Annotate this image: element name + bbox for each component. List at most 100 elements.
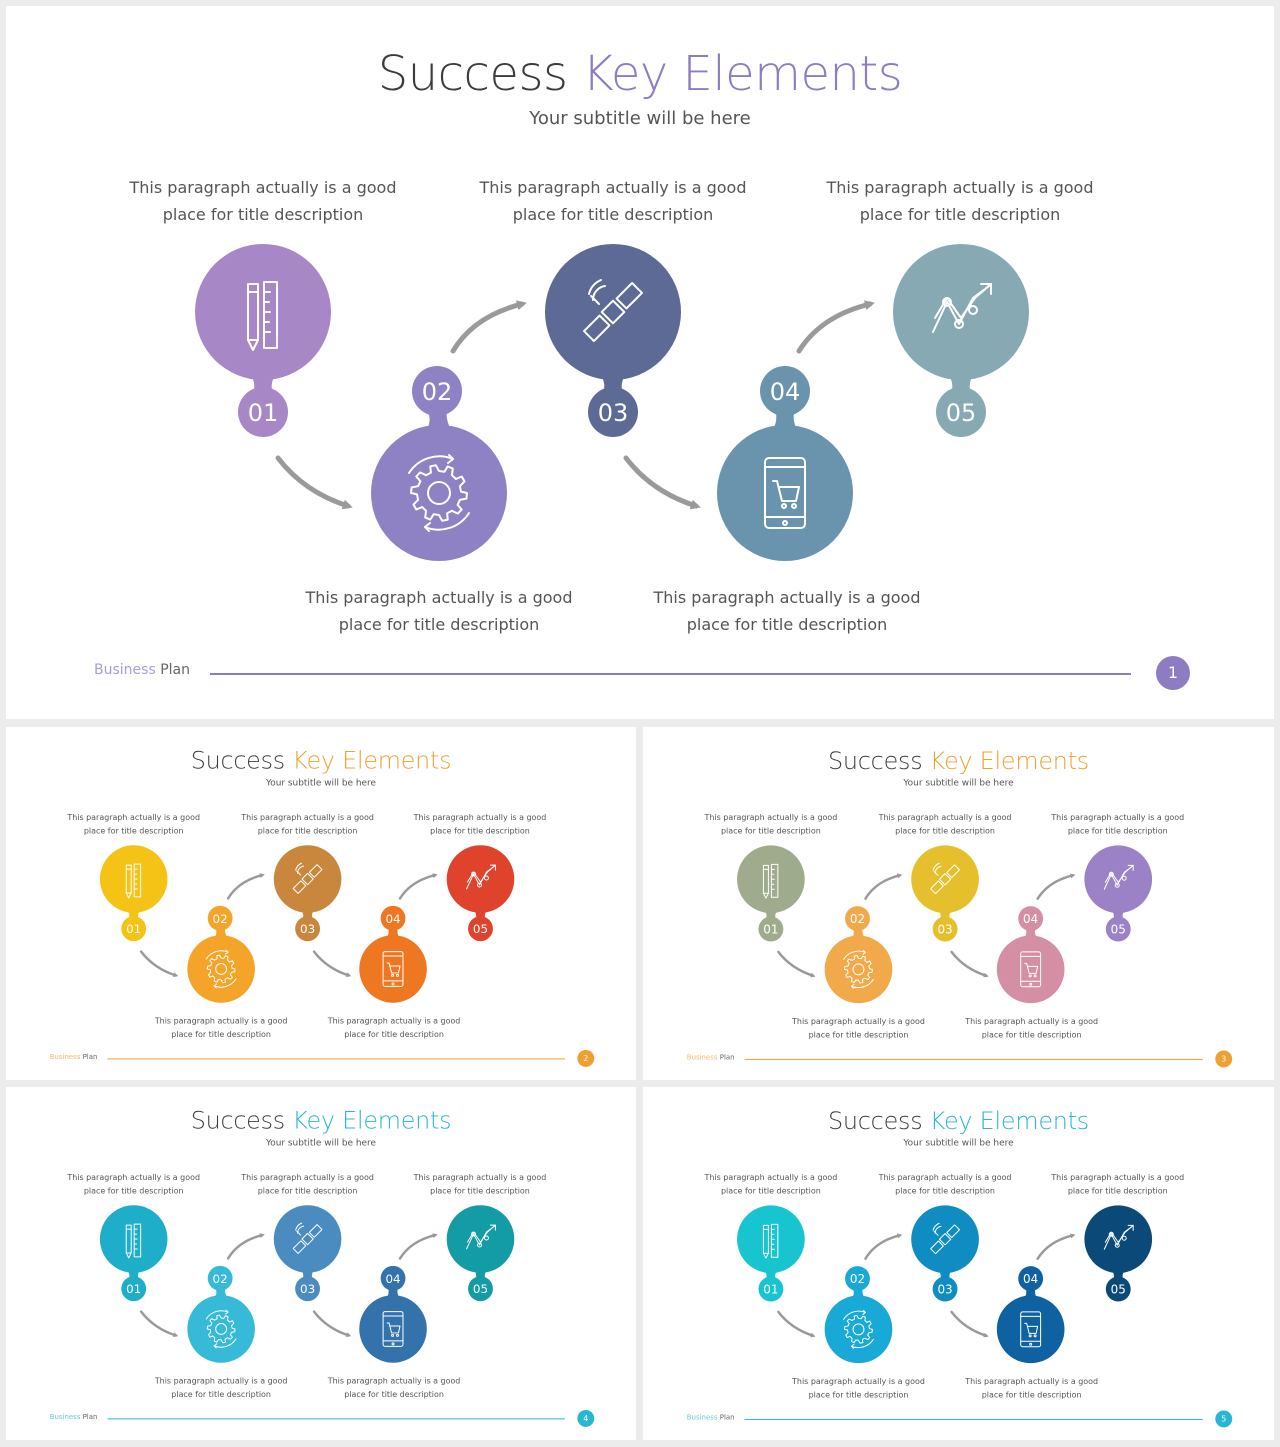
- flow-arrow-1: [777, 950, 816, 978]
- step-number-4: 04: [385, 1272, 400, 1286]
- footer-brand-business: Business: [686, 1053, 718, 1062]
- step-number-1: 01: [126, 1282, 141, 1296]
- slide-title: Success Key Elements: [6, 1107, 636, 1135]
- title-main: Success: [827, 1106, 923, 1135]
- slide-2: Success Key Elements Your subtitle will …: [6, 727, 636, 1080]
- step-circle-5: [893, 244, 1029, 380]
- slide-title: Success Key Elements: [643, 747, 1274, 775]
- title-accent: Key Elements: [582, 46, 903, 102]
- footer-divider: [210, 673, 1131, 675]
- step-circle-5: [446, 845, 515, 913]
- step-1-description: This paragraph actually is a good place f…: [129, 178, 397, 224]
- step-number-2: 02: [422, 378, 453, 406]
- step-node-4: 04: [359, 905, 427, 1003]
- step-2-description: This paragraph actually is a good place f…: [154, 1376, 288, 1400]
- title-accent: Key Elements: [929, 1106, 1090, 1135]
- flow-arrow-4: [398, 1233, 438, 1260]
- step-circle-1: [99, 845, 168, 913]
- step-number-badge-2: [207, 1265, 233, 1291]
- step-circle-3: [911, 1205, 979, 1274]
- satellite-icon: [930, 862, 960, 895]
- step-2-description: This paragraph actually is a good place f…: [792, 1016, 925, 1040]
- step-circle-2: [371, 425, 507, 561]
- page-number-badge: 5: [1215, 1410, 1233, 1428]
- step-5-description: This paragraph actually is a good place f…: [1051, 1172, 1185, 1196]
- step-number-badge-1: [238, 387, 288, 437]
- step-number-badge-2: [845, 1266, 870, 1292]
- step-5-description: This paragraph actually is a good place f…: [413, 1172, 547, 1196]
- step-number-badge-3: [932, 916, 958, 942]
- title-main: Success: [377, 46, 568, 102]
- flow-arrow-3: [950, 1310, 989, 1338]
- step-node-3: 03: [545, 244, 681, 437]
- step-number-badge-2: [207, 905, 233, 931]
- step-circle-1: [99, 1205, 168, 1273]
- step-1-description: This paragraph actually is a good place f…: [67, 812, 201, 836]
- step-circle-4: [359, 1295, 427, 1363]
- step-number-1: 01: [248, 399, 279, 427]
- step-number-badge-3: [295, 1276, 321, 1302]
- pencil-ruler-icon: [125, 863, 142, 899]
- step-node-1: 01: [99, 845, 168, 942]
- step-number-5: 05: [1111, 923, 1126, 937]
- pencil-ruler-icon: [247, 281, 278, 351]
- satellite-icon: [292, 1222, 323, 1254]
- step-number-1: 01: [126, 922, 141, 936]
- step-number-1: 01: [763, 923, 778, 937]
- step-2-description: This paragraph actually is a good place f…: [792, 1376, 925, 1400]
- title-accent: Key Elements: [292, 1106, 452, 1135]
- footer-brand: Business Plan: [94, 662, 190, 678]
- trend-chart-icon: [466, 1224, 496, 1250]
- step-circle-2: [187, 1295, 255, 1363]
- step-node-2: 02: [824, 906, 893, 1004]
- flow-arrow-2: [226, 873, 265, 900]
- slide-3: Success Key Elements Your subtitle will …: [643, 727, 1274, 1080]
- flow-arrow-1: [139, 950, 179, 978]
- mobile-cart-icon: [764, 457, 806, 529]
- step-node-1: 01: [195, 244, 331, 437]
- footer-brand-business: Business: [686, 1413, 718, 1422]
- slide-subtitle: Your subtitle will be here: [265, 777, 377, 789]
- step-number-badge-1: [758, 1276, 784, 1302]
- step-number-badge-1: [121, 1276, 147, 1302]
- step-number-badge-4: [380, 905, 406, 931]
- step-node-5: 05: [1084, 1205, 1153, 1302]
- key-elements-diagram: 01 02 03 04 05: [737, 1205, 1153, 1364]
- step-circle-2: [187, 935, 255, 1003]
- footer-divider: [107, 1058, 565, 1060]
- flow-arrow-4: [1036, 1233, 1076, 1260]
- pencil-ruler-icon: [125, 1223, 142, 1259]
- footer-brand-business: Business: [49, 1052, 81, 1061]
- step-3-description: This paragraph actually is a good place f…: [241, 1172, 374, 1196]
- step-node-3: 03: [273, 845, 342, 942]
- step-5-description: This paragraph actually is a good place f…: [1051, 812, 1185, 836]
- footer-brand-plan: Plan: [160, 662, 190, 678]
- footer-divider: [744, 1418, 1203, 1420]
- step-number-3: 03: [598, 399, 629, 427]
- footer-brand-plan: Plan: [719, 1053, 735, 1062]
- title-main: Success: [190, 746, 286, 775]
- slide-subtitle: Your subtitle will be here: [529, 108, 751, 129]
- step-3-description: This paragraph actually is a good place f…: [878, 812, 1012, 836]
- page-number-badge: 1: [1156, 656, 1190, 690]
- step-number-2: 02: [213, 912, 228, 926]
- step-4-description: This paragraph actually is a good place f…: [327, 1376, 461, 1400]
- step-node-2: 02: [187, 905, 255, 1003]
- step-node-2: 02: [187, 1265, 255, 1363]
- step-number-badge-4: [1018, 1266, 1044, 1292]
- step-number-badge-1: [758, 916, 784, 942]
- step-number-badge-3: [932, 1276, 958, 1302]
- step-circle-2: [824, 1295, 893, 1364]
- step-node-3: 03: [911, 1205, 979, 1302]
- step-number-badge-3: [295, 916, 321, 942]
- step-4-description: This paragraph actually is a good place f…: [965, 1016, 1099, 1040]
- title-accent: Key Elements: [292, 746, 452, 775]
- page-number-badge: 4: [577, 1409, 595, 1427]
- step-number-badge-4: [760, 366, 810, 416]
- flow-arrow-3: [950, 950, 989, 978]
- gear-cycle-icon: [843, 949, 874, 989]
- flow-arrow-4: [1036, 873, 1076, 900]
- title-accent: Key Elements: [929, 746, 1090, 775]
- step-node-4: 04: [359, 1265, 427, 1363]
- step-number-3: 03: [937, 1283, 952, 1297]
